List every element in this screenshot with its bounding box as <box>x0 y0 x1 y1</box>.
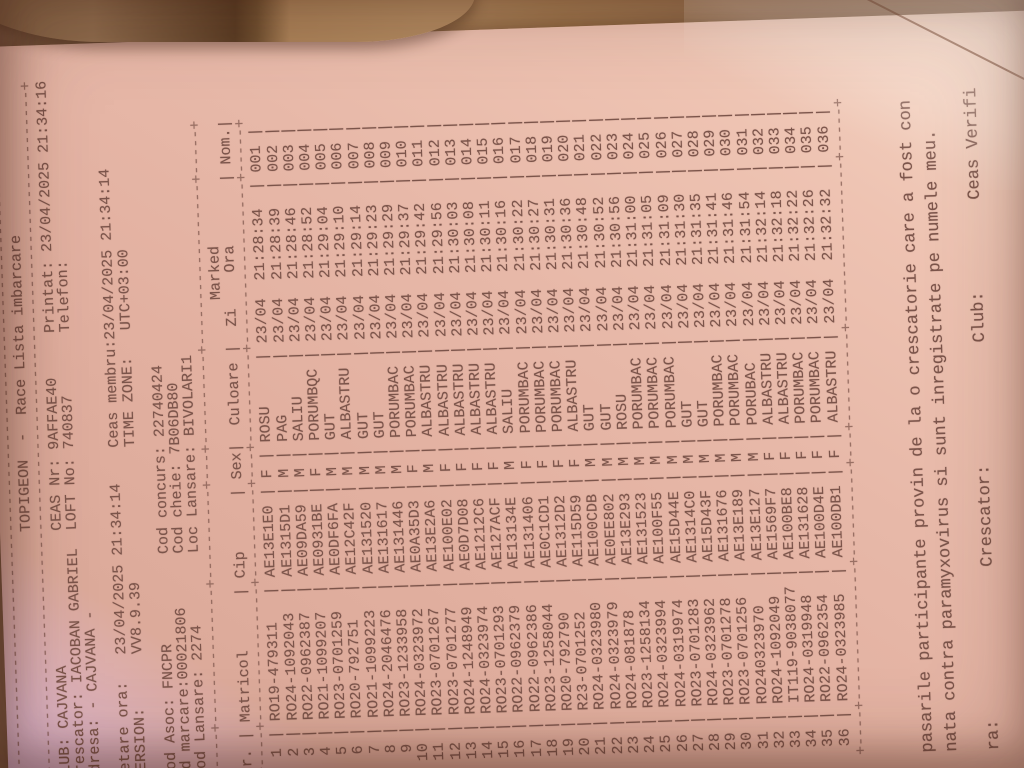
receipt-paper: +---------------------------------------… <box>0 9 1024 768</box>
footer-block: pasarile participante provin de la o cre… <box>891 12 1007 753</box>
paper-curl-corner <box>0 0 475 42</box>
doc-content: +---------------------------------------… <box>0 12 1008 768</box>
signature-club-label: Club: <box>969 291 990 343</box>
table-rows: 1 | RO19-479311 | AE13E1E0 | F | ROSU | … <box>245 18 854 768</box>
signature-ceas-verificat: Ceas Verifi <box>962 87 985 200</box>
signature-fragment: ra: <box>984 719 1005 751</box>
signature-crescator-label: Crescator: <box>975 464 998 568</box>
signature-line: ra: Crescator: Club: Ceas Verifi <box>957 12 1007 750</box>
